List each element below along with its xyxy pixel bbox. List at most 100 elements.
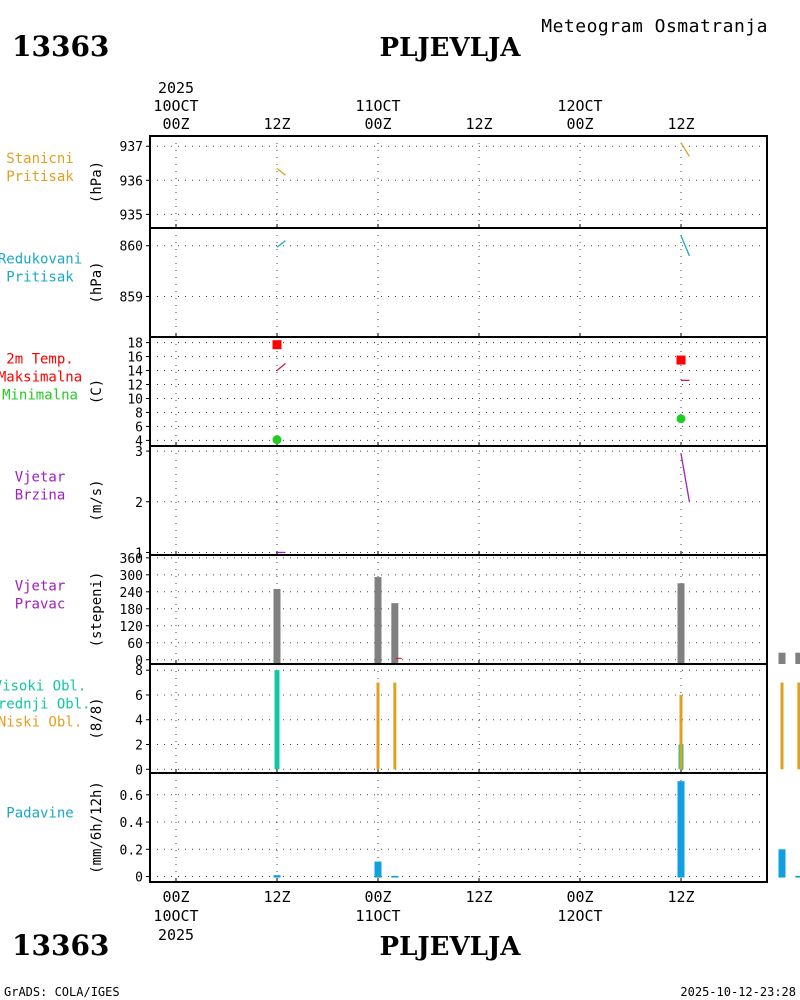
panel-label-temperature-2: Minimalna [2, 388, 78, 404]
meteogram-panels: 937936935(hPa)StanicniPritisak860859(hPa… [0, 135, 800, 886]
panel-label-reduced-pressure-1: Pritisak [6, 270, 74, 286]
ytick-label-station-pressure-1: 936 [120, 174, 143, 189]
ytick-label-cloud-cover-1: 6 [135, 689, 143, 704]
ytick-label-cloud-cover-0: 8 [135, 664, 143, 679]
footer-timestamp: 2025-10-12-23:28 [680, 985, 796, 999]
ytick-label-wind-direction-6: 0 [135, 654, 143, 669]
bottom-date-label-1: 11OCT [355, 907, 400, 925]
wind-speed-segment-1 [680, 453, 691, 502]
top-hour-label-5: 12Z [667, 115, 694, 133]
unit-label-station-pressure: (hPa) [89, 161, 105, 203]
wind-direction-bar-3 [677, 583, 685, 664]
wind-direction-bar-2 [391, 603, 399, 664]
unit-label-reduced-pressure: (hPa) [89, 261, 105, 303]
bottom-hour-label-0: 00Z [162, 888, 189, 906]
cloud-bar-2-4 [797, 682, 800, 770]
ytick-label-temperature-2: 14 [127, 365, 143, 380]
panel-frame-precipitation [149, 772, 768, 883]
precip-bar-0 [273, 875, 281, 878]
precip-bar-5 [795, 875, 800, 878]
ytick-label-wind-speed-0: 3 [135, 445, 143, 460]
ytick-label-temperature-5: 8 [135, 406, 143, 421]
ytick-label-temperature-1: 16 [127, 351, 143, 366]
station-name-top: PLJEVLJA [380, 33, 522, 63]
panel-label-cloud-cover-2: Niski Obl. [0, 715, 82, 731]
temp-segment-0 [276, 363, 286, 372]
top-date-label-0: 10OCT [153, 97, 198, 115]
cloud-bar-2-2 [679, 694, 683, 770]
bottom-date-label-0: 10OCT [153, 907, 198, 925]
panel-label-precipitation-0: Padavine [6, 806, 73, 822]
wind-direction-bar-0 [273, 588, 281, 664]
top-hour-label-4: 00Z [566, 115, 593, 133]
panel-label-station-pressure-1: Pritisak [6, 169, 74, 185]
panel-frame-cloud-cover [149, 663, 768, 774]
ytick-label-cloud-cover-4: 0 [135, 763, 143, 778]
ytick-label-cloud-cover-2: 4 [135, 714, 143, 729]
station-id-bottom: 13363 [12, 929, 109, 962]
top-hour-label-1: 12Z [263, 115, 290, 133]
panel-label-temperature-1: Maksimalna [0, 370, 82, 386]
panel-label-cloud-cover-1: Srednji Obl. [0, 697, 91, 713]
unit-label-wind-speed: (m/s) [89, 479, 105, 521]
panel-label-wind-speed-0: Vjetar [15, 470, 66, 486]
min-temp-point-0 [272, 435, 282, 445]
bottom-hour-label-5: 12Z [667, 888, 694, 906]
panel-label-temperature-0: 2m Temp. [6, 352, 73, 368]
wind-direction-bar-4 [778, 652, 786, 664]
ytick-label-station-pressure-2: 935 [120, 208, 143, 223]
ytick-label-precipitation-2: 0.2 [120, 843, 143, 858]
ytick-label-wind-direction-5: 60 [127, 637, 143, 652]
ytick-label-temperature-0: 18 [127, 337, 143, 352]
ytick-label-precipitation-3: 0 [135, 871, 143, 886]
unit-label-wind-direction: (stepeni) [89, 572, 105, 648]
cloud-bar-2-0 [376, 682, 380, 770]
top-date-label-2: 12OCT [557, 97, 602, 115]
panel-frame-temperature [149, 336, 768, 447]
pressure-segment-1 [680, 142, 690, 157]
ytick-label-wind-direction-4: 120 [120, 620, 143, 635]
bottom-hour-label-4: 00Z [566, 888, 593, 906]
ytick-label-cloud-cover-3: 2 [135, 739, 143, 754]
ytick-label-reduced-pressure-0: 860 [120, 240, 143, 255]
bottom-hour-label-2: 00Z [364, 888, 391, 906]
ytick-label-wind-speed-1: 2 [135, 496, 143, 511]
station-name-bottom: PLJEVLJA [380, 932, 522, 962]
top-hour-label-0: 00Z [162, 115, 189, 133]
max-temp-point-0 [272, 340, 282, 350]
reduced-pressure-segment-0 [276, 240, 286, 248]
footer-credit: GrADS: COLA/IGES [4, 985, 120, 999]
ytick-label-temperature-4: 10 [127, 392, 143, 407]
panel-wind-direction: 360 300 240 180 120 60 0 (stepeni) Vjetar Pravac [15, 552, 800, 669]
ytick-label-reduced-pressure-1: 859 [120, 290, 143, 305]
top-time-axis: 00Z 12Z 00Z 12Z 00Z 12Z 10OCT 11OCT 12OCT [153, 97, 694, 133]
panel-frame-reduced-pressure [149, 227, 768, 338]
unit-label-cloud-cover: (8/8) [89, 697, 105, 739]
panel-frame-wind-direction [149, 554, 768, 665]
ytick-label-temperature-7: 4 [135, 434, 143, 449]
panel-frame-wind-speed [149, 445, 768, 556]
panel-label-cloud-cover-0: Visoki Obl. [0, 679, 86, 695]
precip-bar-1 [374, 861, 382, 878]
ytick-label-wind-direction-2: 240 [120, 586, 143, 601]
top-hour-label-2: 00Z [364, 115, 391, 133]
ytick-label-temperature-3: 12 [127, 379, 143, 394]
ytick-label-precipitation-0: 0.6 [120, 789, 143, 804]
panel-cloud-cover: 8 6 4 2 0 (8/8)Visoki Obl. Srednji Obl. Niski O… [0, 663, 800, 778]
ytick-label-wind-speed-2: 1 [135, 546, 143, 561]
top-date-label-1: 11OCT [355, 97, 400, 115]
panel-label-wind-direction-1: Pravac [15, 597, 66, 613]
bottom-hour-label-3: 12Z [465, 888, 492, 906]
wind-direction-bar-5 [795, 652, 800, 664]
pressure-segment-0 [276, 167, 286, 176]
unit-label-temperature: (C) [89, 379, 105, 404]
ytick-label-station-pressure-0: 937 [120, 140, 143, 155]
ytick-label-temperature-6: 6 [135, 420, 143, 435]
panel-label-station-pressure-0: Stanicni [6, 151, 73, 167]
panel-label-reduced-pressure-0: Redukovani [0, 252, 82, 268]
top-year-label: 2025 [158, 79, 194, 97]
bottom-date-label-2: 12OCT [557, 907, 602, 925]
cloud-bar-0-0 [274, 670, 280, 770]
